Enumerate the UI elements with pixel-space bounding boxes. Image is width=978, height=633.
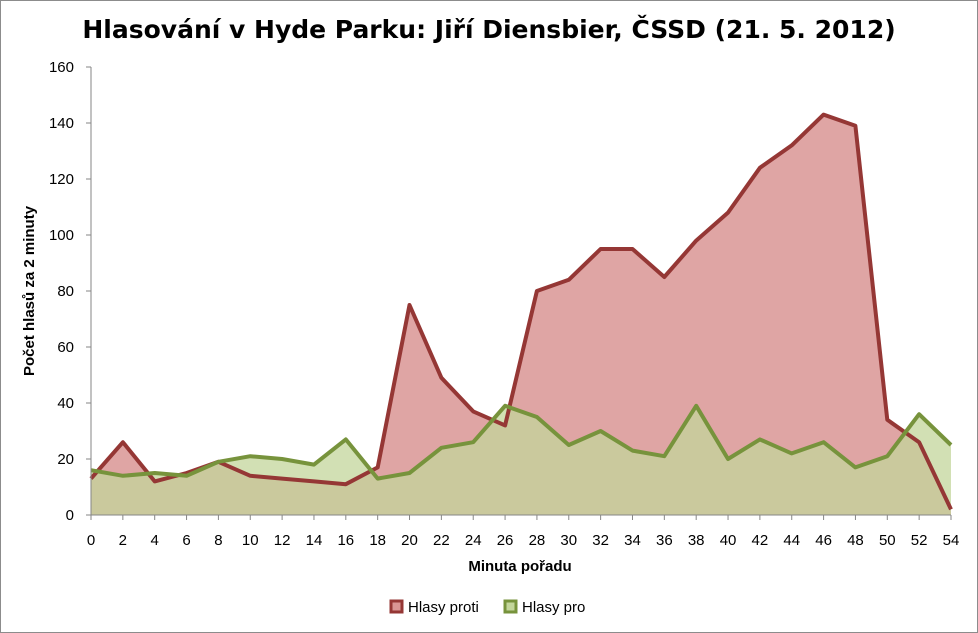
x-tick-label: 10 — [242, 532, 259, 549]
y-tick-label: 60 — [57, 339, 74, 356]
y-tick-label: 0 — [66, 507, 74, 524]
x-tick-label: 50 — [879, 532, 896, 549]
x-tick-label: 32 — [592, 532, 609, 549]
x-axis-title: Minuta pořadu — [468, 558, 571, 575]
x-tick-label: 36 — [656, 532, 673, 549]
plot-lines — [89, 112, 953, 511]
legend-swatch-hlasy-pro — [503, 599, 518, 614]
series-line-hlasy-proti — [89, 112, 953, 511]
x-tick-label: 6 — [182, 532, 190, 549]
x-tick-label: 16 — [337, 532, 354, 549]
x-tick-label: 30 — [560, 532, 577, 549]
legend-label-hlasy-pro: Hlasy pro — [522, 599, 585, 616]
x-tick-label: 54 — [943, 532, 960, 549]
x-tick-label: 8 — [214, 532, 222, 549]
legend-swatch-hlasy-proti — [389, 599, 404, 614]
x-tick-label: 42 — [752, 532, 769, 549]
y-tick-label: 80 — [57, 283, 74, 300]
y-tick-label: 160 — [49, 59, 74, 76]
plot-areas — [91, 114, 951, 515]
y-tick-label: 120 — [49, 171, 74, 188]
x-tick-label: 0 — [87, 532, 95, 549]
x-tick-label: 44 — [783, 532, 800, 549]
x-tick-label: 48 — [847, 532, 864, 549]
x-axis-ticks: 0 2 4 6 8 10 12 14 16 18 20 22 24 26 28 30 32 34 36 38 40 42 4… — [87, 515, 960, 549]
x-tick-label: 38 — [688, 532, 705, 549]
x-tick-label: 12 — [274, 532, 291, 549]
x-tick-label: 22 — [433, 532, 450, 549]
x-tick-label: 20 — [401, 532, 418, 549]
y-tick-label: 140 — [49, 115, 74, 132]
x-tick-label: 4 — [151, 532, 159, 549]
x-tick-label: 18 — [369, 532, 386, 549]
y-tick-label: 40 — [57, 395, 74, 412]
chart-title: Hlasování v Hyde Parku: Jiří Diensbier, … — [82, 14, 895, 44]
x-tick-label: 24 — [465, 532, 482, 549]
x-tick-label: 34 — [624, 532, 641, 549]
y-axis-ticks: 0 20 40 60 80 100 120 140 160 — [49, 59, 91, 524]
series-line-hlasy-pro — [90, 403, 953, 481]
series-area-hlasy-proti — [91, 114, 951, 515]
x-tick-label: 28 — [529, 532, 546, 549]
y-tick-label: 20 — [57, 451, 74, 468]
x-tick-label: 26 — [497, 532, 514, 549]
x-tick-label: 14 — [306, 532, 323, 549]
legend: Hlasy proti Hlasy pro — [389, 599, 585, 616]
x-tick-label: 40 — [720, 532, 737, 549]
series-area-hlasy-pro — [91, 405, 951, 515]
x-tick-label: 2 — [119, 532, 127, 549]
x-tick-label: 46 — [815, 532, 832, 549]
x-tick-label: 52 — [911, 532, 928, 549]
y-tick-label: 100 — [49, 227, 74, 244]
y-axis-title: Počet hlasů za 2 minuty — [21, 205, 38, 376]
legend-label-hlasy-proti: Hlasy proti — [408, 599, 479, 616]
